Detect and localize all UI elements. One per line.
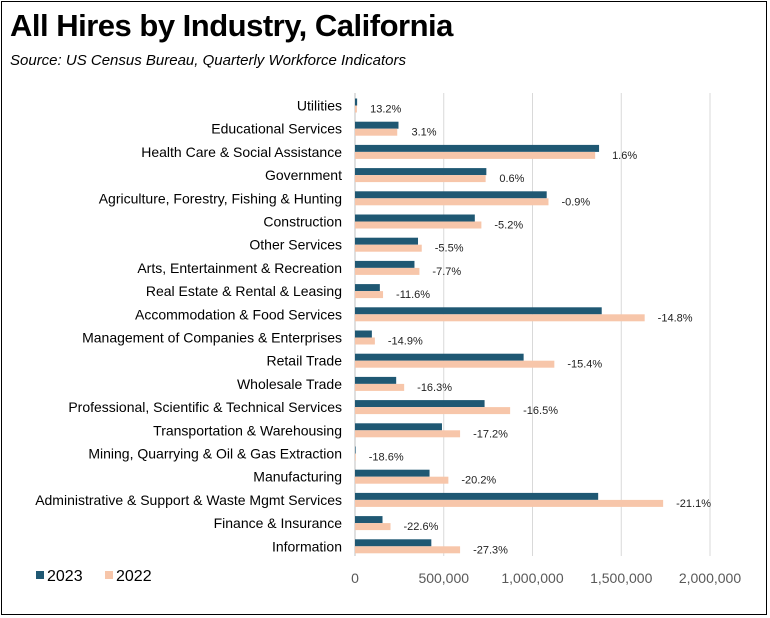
data-label: -15.4% — [567, 359, 602, 371]
category-label: Health Care & Social Assistance — [141, 144, 342, 160]
bar-2022 — [355, 267, 420, 275]
category-label: Finance & Insurance — [214, 515, 343, 531]
category-label: Other Services — [249, 237, 342, 253]
bar-2022 — [355, 499, 664, 507]
category-label: Management of Companies & Enterprises — [82, 330, 342, 346]
data-label: -22.6% — [404, 521, 439, 533]
bar-2022 — [355, 291, 384, 299]
bar-2023 — [355, 121, 399, 129]
bar-2022 — [355, 151, 596, 159]
data-label: -0.9% — [561, 196, 590, 208]
category-label: Arts, Entertainment & Recreation — [137, 260, 342, 276]
data-label: 13.2% — [370, 104, 401, 116]
bar-2023 — [355, 237, 419, 245]
category-label: Real Estate & Rental & Leasing — [146, 283, 342, 299]
x-tick-label: 0 — [351, 570, 359, 586]
data-label: -14.8% — [658, 312, 693, 324]
bar-2022 — [355, 383, 405, 391]
bar-2023 — [355, 539, 432, 547]
category-label: Educational Services — [211, 121, 342, 137]
bar-2022 — [355, 337, 375, 345]
bar-2023 — [355, 284, 380, 292]
bar-2022 — [355, 244, 422, 252]
data-label: 3.1% — [411, 127, 436, 139]
data-label: -16.5% — [523, 405, 558, 417]
data-label: -14.9% — [388, 336, 423, 348]
category-label: Government — [265, 167, 342, 183]
bar-2023 — [355, 214, 475, 222]
bar-2022 — [355, 546, 461, 554]
category-label: Transportation & Warehousing — [153, 422, 342, 438]
bar-2022 — [355, 430, 461, 438]
bar-2023 — [355, 98, 358, 106]
category-label: Wholesale Trade — [237, 376, 342, 392]
category-label: Manufacturing — [253, 469, 342, 485]
bar-2023 — [355, 492, 599, 500]
data-label: -21.1% — [676, 498, 711, 510]
x-tick-label: 2,000,000 — [679, 570, 741, 586]
data-label: -11.6% — [396, 289, 430, 301]
category-label: Administrative & Support & Waste Mgmt Se… — [35, 492, 342, 508]
data-label: 0.6% — [499, 173, 524, 185]
bar-2023 — [355, 330, 372, 338]
category-label: Utilities — [297, 98, 342, 114]
data-label: -27.3% — [473, 544, 508, 556]
legend-swatch — [105, 571, 113, 579]
bar-2023 — [355, 307, 602, 315]
data-label: -18.6% — [369, 452, 404, 464]
bar-2023 — [355, 144, 600, 152]
data-label: -20.2% — [461, 475, 496, 487]
bar-2022 — [355, 198, 549, 206]
data-label: -17.2% — [473, 428, 508, 440]
bar-2023 — [355, 353, 524, 361]
x-tick-label: 1,000,000 — [501, 570, 563, 586]
chart-subtitle: Source: US Census Bureau, Quarterly Work… — [10, 52, 406, 69]
bar-2023 — [355, 400, 485, 408]
bar-2022 — [355, 360, 555, 368]
data-label: 1.6% — [612, 150, 637, 162]
category-label: Information — [272, 538, 342, 554]
bar-2022 — [355, 314, 645, 322]
bar-2023 — [355, 260, 415, 268]
bar-2022 — [355, 128, 398, 136]
data-label: -5.5% — [435, 243, 464, 255]
legend-swatch — [36, 571, 44, 579]
bar-2023 — [355, 168, 487, 176]
bar-2023 — [355, 423, 442, 431]
bar-2023 — [355, 191, 547, 199]
legend-label: 2022 — [116, 568, 152, 585]
category-label: Retail Trade — [267, 353, 343, 369]
bar-2023 — [355, 516, 383, 524]
x-tick-label: 500,000 — [418, 570, 469, 586]
bar-2022 — [355, 476, 449, 484]
bar-2022 — [355, 407, 511, 415]
category-label: Construction — [263, 214, 342, 230]
x-tick-label: 1,500,000 — [590, 570, 652, 586]
category-label: Professional, Scientific & Technical Ser… — [68, 399, 342, 415]
bar-2022 — [355, 175, 486, 183]
bar-2022 — [355, 221, 482, 229]
bar-2023 — [355, 446, 356, 454]
bar-2022 — [355, 523, 391, 531]
category-label: Accommodation & Food Services — [135, 306, 342, 322]
chart-title: All Hires by Industry, California — [10, 8, 453, 43]
category-label: Mining, Quarrying & Oil & Gas Extraction — [88, 446, 342, 462]
data-label: -7.7% — [432, 266, 461, 278]
legend-label: 2023 — [47, 568, 83, 585]
data-label: -5.2% — [494, 220, 523, 232]
data-label: -16.3% — [417, 382, 452, 394]
bar-2022 — [355, 105, 357, 113]
category-label: Agriculture, Forestry, Fishing & Hunting — [99, 190, 342, 206]
bar-2023 — [355, 376, 397, 384]
bar-2022 — [355, 453, 356, 461]
bar-2023 — [355, 469, 430, 477]
